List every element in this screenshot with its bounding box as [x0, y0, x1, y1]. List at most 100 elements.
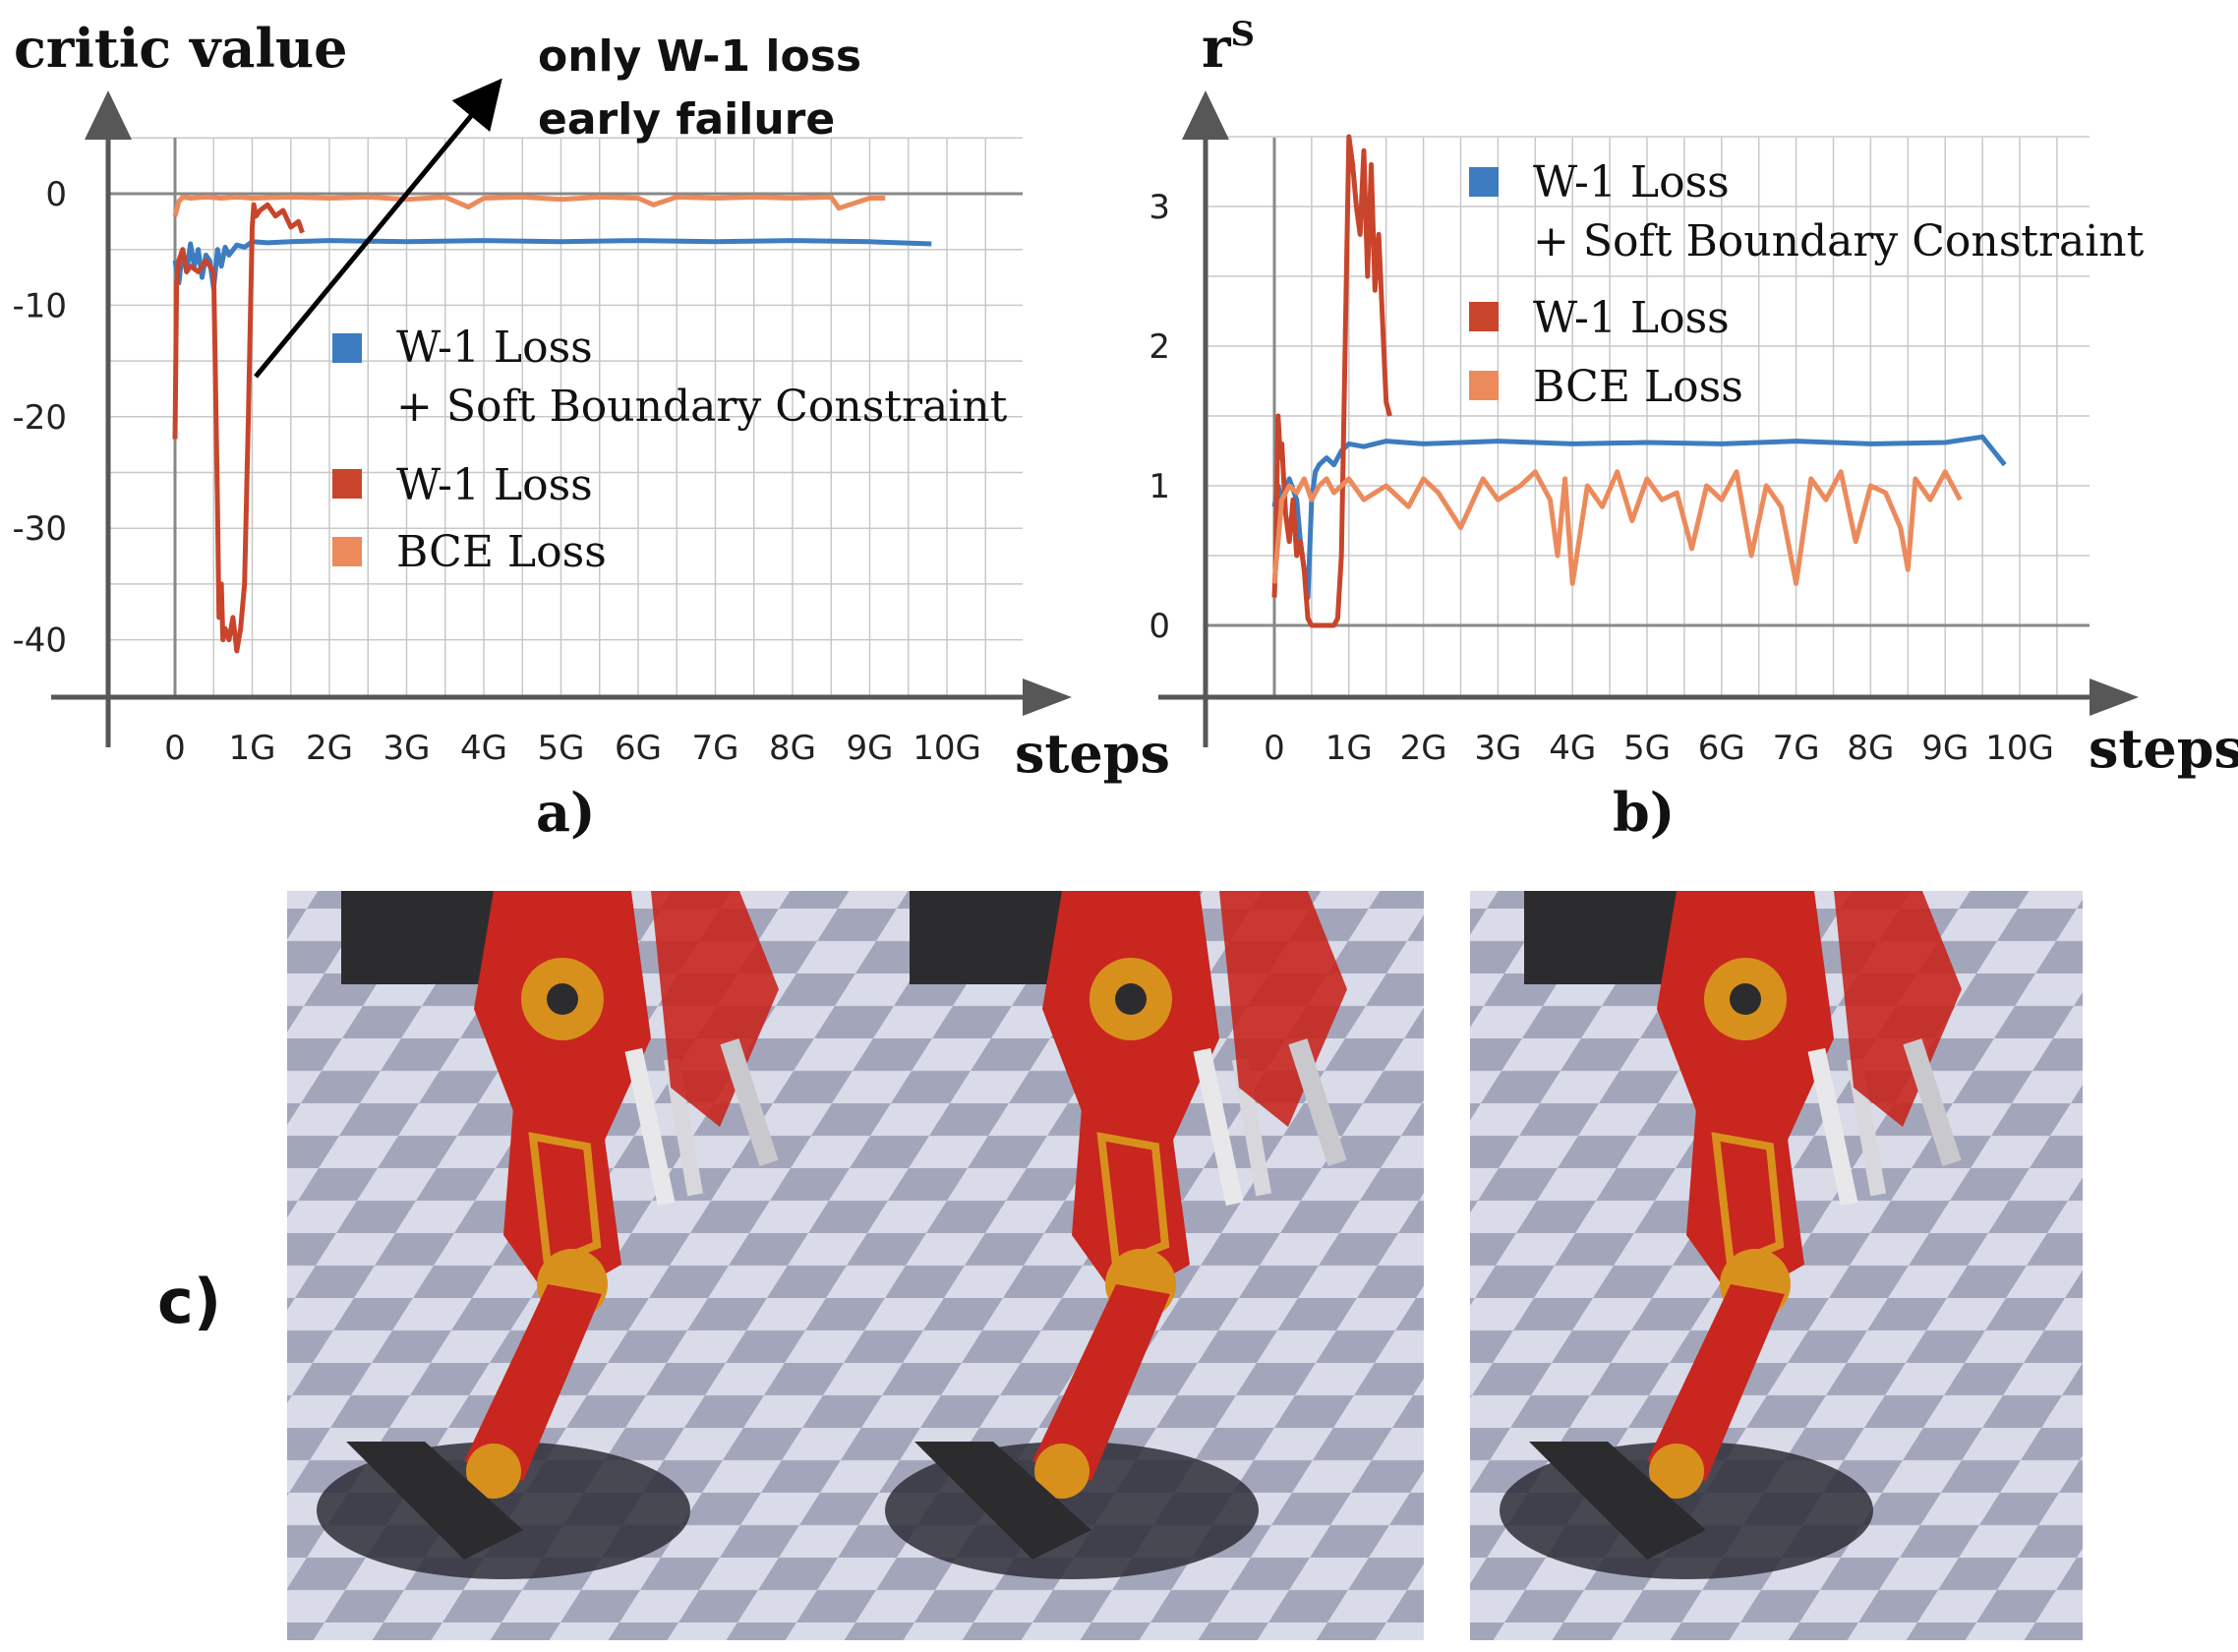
y-tick-label: 0 — [1148, 607, 1170, 646]
panel-b-y-label-main: r — [1202, 16, 1232, 81]
y-tick-label: 1 — [1148, 467, 1170, 506]
panel-b-legend-w1: W-1 Loss — [1533, 293, 1730, 343]
panel-b-legend-soft-line2: + Soft Boundary Constraint — [1533, 216, 2145, 266]
x-tick-label: 10G — [1985, 729, 2054, 768]
panel-a-legend-swatch-bce — [332, 537, 362, 566]
panel-c-label: c) — [157, 1266, 221, 1337]
robot-rod — [720, 1038, 779, 1166]
panel-a-x-ticks: 0 1G 2G 3G 4G 5G 6G 7G 8G 9G 10G — [164, 729, 981, 768]
panel-a-x-label: steps — [1015, 722, 1170, 785]
robot-rod — [1846, 1057, 1887, 1197]
panel-b-legend-swatch-soft — [1469, 167, 1499, 197]
series-line-bce — [172, 194, 886, 217]
panel-b-y-label-sup: S — [1231, 15, 1256, 54]
panel-a-series — [172, 194, 932, 654]
x-tick-label: 0 — [1264, 729, 1285, 768]
panel-a-legend-swatch-w1 — [332, 469, 362, 499]
x-tick-label: 5G — [538, 729, 585, 768]
robot-ankle — [1034, 1444, 1090, 1499]
robot-rod — [1288, 1038, 1347, 1166]
panel-a-y-label: critic value — [14, 17, 347, 80]
y-tick-label: -40 — [12, 621, 67, 661]
x-tick-label: 9G — [847, 729, 894, 768]
x-tick-label: 4G — [1549, 729, 1596, 768]
robot-back-leg — [1834, 891, 1962, 1127]
panel-a-y-ticks: 0 -10 -20 -30 -40 — [12, 175, 67, 661]
robot-rod — [624, 1047, 676, 1207]
x-tick-label: 8G — [769, 729, 816, 768]
robot-shin — [464, 1284, 602, 1481]
panel-b-panel-label: b) — [1613, 781, 1675, 844]
panel-b-x-label: steps — [2089, 717, 2238, 780]
panel-b-x-ticks: 0 1G 2G 3G 4G 5G 6G 7G 8G 9G 10G — [1264, 729, 2054, 768]
robot-rod — [1231, 1057, 1272, 1197]
robot-shin — [1647, 1284, 1785, 1481]
x-tick-label: 9G — [1921, 729, 1969, 768]
robot-thigh-frame — [1096, 1132, 1170, 1270]
y-tick-label: -10 — [12, 286, 67, 325]
robot-back-leg — [1219, 891, 1347, 1127]
robot-rod — [663, 1057, 704, 1197]
panel-a-x-arrowhead — [1023, 678, 1072, 716]
robot-frame-3 — [1470, 891, 2083, 1640]
robot-foot — [346, 1442, 523, 1560]
robot-hip-joint-center — [547, 983, 578, 1015]
x-tick-label: 1G — [1325, 729, 1373, 768]
x-tick-label: 3G — [383, 729, 431, 768]
robot-thigh-frame — [528, 1132, 602, 1270]
background-block — [341, 891, 499, 984]
robot-frame-2 — [855, 891, 1424, 1640]
panel-b-legend-swatch-w1 — [1469, 302, 1499, 331]
robot-hip-joint-center — [1730, 983, 1761, 1015]
robot-rod — [1903, 1038, 1962, 1166]
robot-foot — [1529, 1442, 1706, 1560]
panel-b-y-label: rS — [1202, 15, 1255, 81]
annotation-arrow — [254, 78, 502, 379]
robot-frame-1 — [287, 891, 855, 1640]
x-tick-label: 2G — [1400, 729, 1447, 768]
panel-a-y-arrowhead — [85, 90, 132, 140]
x-tick-label: 0 — [164, 729, 186, 768]
y-tick-label: -30 — [12, 509, 67, 549]
robot-rod — [1193, 1047, 1244, 1207]
panel-a-legend-w1: W-1 Loss — [396, 460, 593, 510]
x-tick-label: 7G — [692, 729, 739, 768]
panel-a-chart: 0 -10 -20 -30 -40 0 1G 2G 3G 4G 5G 6G 7G 8G 9G 10G cri… — [12, 17, 1169, 844]
robot-shin — [1032, 1284, 1170, 1481]
panel-b-y-arrowhead — [1182, 90, 1229, 140]
x-tick-label: 8G — [1847, 729, 1894, 768]
panel-b-y-ticks: 0 1 2 3 — [1148, 188, 1170, 646]
series-line-w1 — [1271, 134, 1392, 628]
panel-a-legend-soft-line2: + Soft Boundary Constraint — [396, 382, 1008, 432]
background-block — [910, 891, 1067, 984]
panel-a-legend: W-1 Loss + Soft Boundary Constraint W-1 … — [332, 323, 1008, 577]
x-tick-label: 10G — [913, 729, 981, 768]
x-tick-label: 6G — [615, 729, 662, 768]
robot-back-leg — [651, 891, 779, 1127]
series-line-w1 — [172, 202, 305, 654]
panel-a-annotation-line1: only W-1 loss — [538, 31, 861, 82]
x-tick-label: 7G — [1773, 729, 1820, 768]
panel-b-legend-bce: BCE Loss — [1533, 362, 1743, 412]
panel-a-legend-soft-line1: W-1 Loss — [396, 323, 593, 373]
panel-b-series — [1271, 134, 2007, 628]
panel-b-x-arrowhead — [2090, 678, 2139, 716]
robot-foot — [914, 1442, 1091, 1560]
robot-rod — [1807, 1047, 1858, 1207]
series-line-soft — [172, 238, 932, 291]
panel-b-legend-swatch-bce — [1469, 371, 1499, 400]
x-tick-label: 5G — [1623, 729, 1671, 768]
x-tick-label: 6G — [1698, 729, 1745, 768]
series-line-bce — [1271, 469, 1963, 586]
y-tick-label: -20 — [12, 398, 67, 438]
x-tick-label: 4G — [460, 729, 507, 768]
robot-hip-joint-center — [1115, 983, 1147, 1015]
robot-ankle — [466, 1444, 521, 1499]
panel-a-annotation-line2: early failure — [538, 94, 835, 145]
panel-a-legend-bce: BCE Loss — [396, 527, 607, 577]
y-tick-label: 3 — [1148, 188, 1170, 227]
panel-b-grid — [1206, 136, 2090, 697]
robot-ankle — [1649, 1444, 1704, 1499]
